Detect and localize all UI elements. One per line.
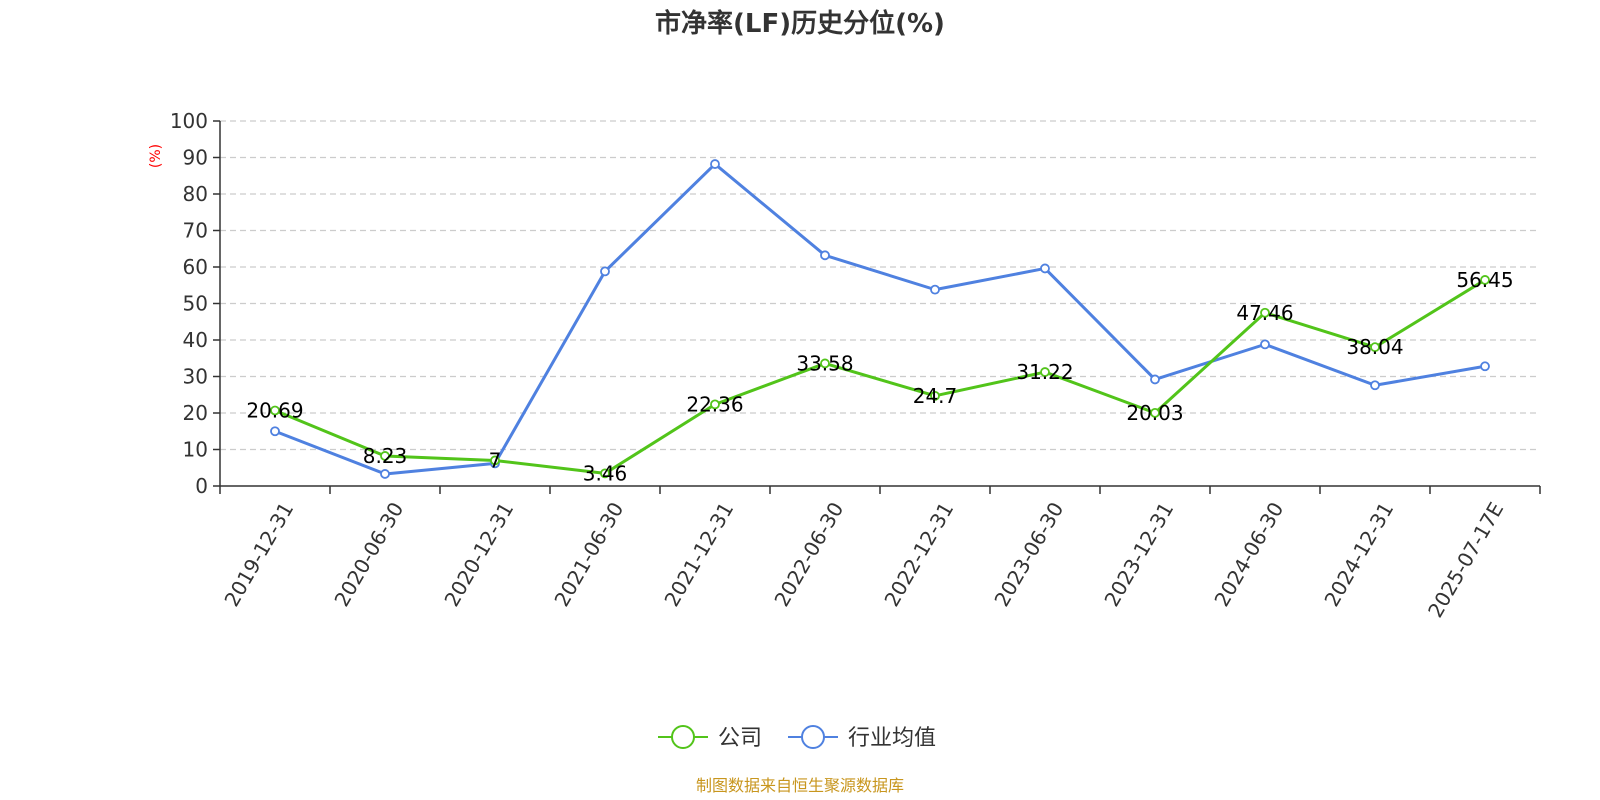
legend: 公司 行业均值 — [658, 725, 936, 751]
y-tick-label: 40 — [183, 328, 208, 352]
x-tick-label: 2019-12-31 — [219, 498, 298, 611]
axes — [213, 120, 1541, 494]
x-tick-label: 2020-12-31 — [439, 498, 518, 611]
data-point — [820, 358, 830, 369]
x-tick-label: 2022-12-31 — [879, 498, 958, 611]
source-note: 制图数据来自恒生聚源数据库 — [696, 776, 904, 795]
data-label: 38.04 — [1346, 335, 1403, 359]
y-tick-label: 70 — [183, 219, 208, 243]
y-tick-label: 50 — [183, 292, 208, 316]
data-label: 20.03 — [1126, 401, 1183, 425]
data-point — [490, 455, 500, 466]
data-point — [600, 468, 610, 479]
data-label: 8.23 — [363, 444, 408, 468]
data-point — [1150, 407, 1160, 418]
y-tick-label: 0 — [195, 474, 208, 498]
data-label: 7 — [489, 448, 502, 472]
series-line — [274, 162, 1486, 476]
y-tick-label: 80 — [183, 182, 208, 206]
data-point — [270, 405, 280, 416]
data-point — [1040, 367, 1050, 377]
legend-marker — [801, 725, 825, 749]
y-tick-label: 30 — [183, 365, 208, 389]
x-tick-label: 2024-12-31 — [1319, 498, 1398, 611]
x-tick-label: 2021-12-31 — [659, 498, 738, 611]
data-point — [710, 159, 720, 169]
data-label: 3.46 — [583, 461, 628, 485]
y-tick-label: 20 — [183, 401, 208, 425]
series-layer — [270, 159, 1490, 479]
chart-title: 市净率(LF)历史分位(%) — [655, 8, 945, 39]
data-point — [380, 469, 390, 479]
data-point — [1370, 342, 1380, 353]
legend-label: 公司 — [718, 726, 762, 751]
data-labels: 20.69 8.23 7 3.46 22.36 33.58 24.7 31.22 20.03 47… — [246, 268, 1513, 485]
data-label: 47.46 — [1236, 301, 1293, 325]
data-label: 22.36 — [686, 392, 743, 416]
data-point — [600, 266, 610, 277]
data-point — [1260, 339, 1270, 350]
legend-label: 行业均值 — [848, 726, 936, 751]
data-point — [1150, 374, 1160, 385]
x-tick-label: 2021-06-30 — [549, 498, 628, 611]
data-label: 31.22 — [1016, 360, 1073, 384]
data-point — [1480, 361, 1490, 372]
x-ticks: 2019-12-31 2020-06-30 2020-12-31 2021-06-30… — [219, 498, 1508, 622]
data-label: 56.45 — [1456, 268, 1513, 292]
y-tick-label: 100 — [170, 109, 208, 133]
y-ticks: 0 10 20 30 40 50 60 70 80 90 100 — [170, 109, 208, 498]
data-point — [820, 250, 830, 261]
data-point — [710, 399, 720, 410]
series-line — [274, 278, 1486, 475]
data-point — [930, 390, 940, 401]
y-axis-label: (%) — [148, 144, 164, 168]
data-point — [1040, 263, 1050, 274]
data-label: 20.69 — [246, 398, 303, 422]
x-tick-label: 2025-07-17E — [1423, 498, 1508, 622]
x-tick-label: 2020-06-30 — [329, 498, 408, 611]
y-tick-label: 90 — [183, 146, 208, 170]
data-point — [930, 284, 940, 295]
x-tick-label: 2023-06-30 — [989, 498, 1068, 611]
data-label: 24.7 — [913, 384, 958, 408]
x-tick-label: 2024-06-30 — [1209, 498, 1288, 611]
data-point — [1480, 275, 1490, 285]
grid — [220, 120, 1540, 451]
data-point — [380, 451, 390, 461]
x-tick-label: 2022-06-30 — [769, 498, 848, 611]
data-label: 33.58 — [796, 351, 853, 375]
x-tick-label: 2023-12-31 — [1099, 498, 1178, 611]
data-point — [1370, 380, 1380, 391]
data-point — [1260, 307, 1270, 318]
y-tick-label: 60 — [183, 255, 208, 279]
y-tick-label: 10 — [183, 438, 208, 462]
data-point — [270, 426, 280, 437]
legend-marker — [671, 725, 695, 749]
